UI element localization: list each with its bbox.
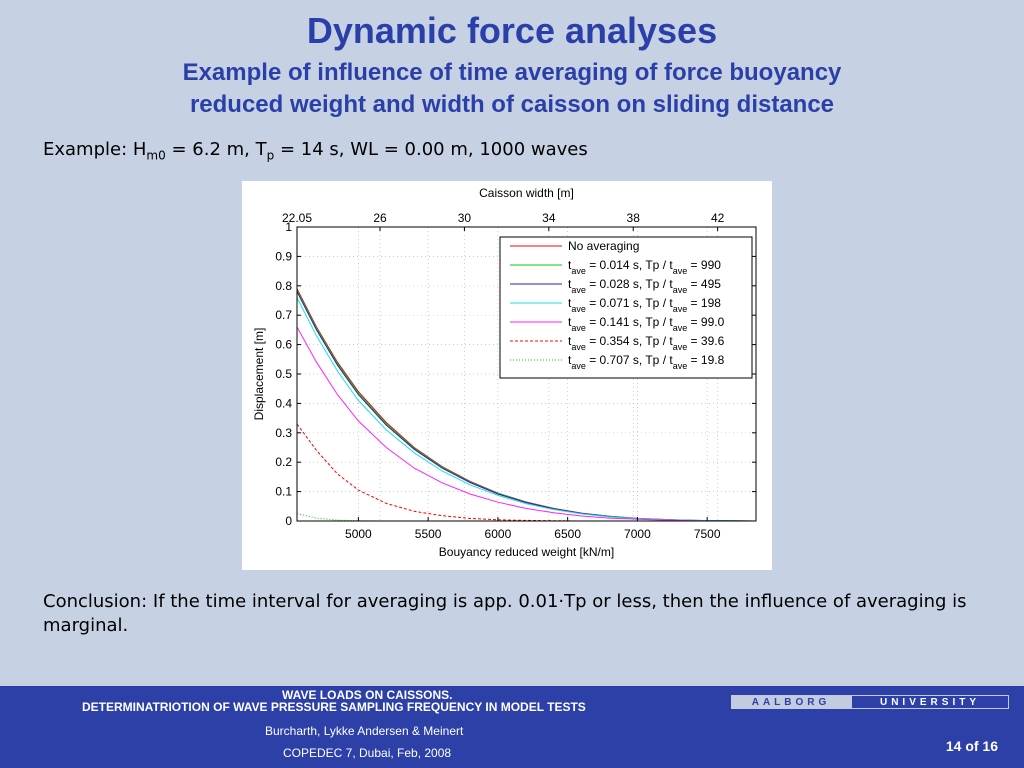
top-x-tick-label: 26 — [373, 211, 387, 225]
legend-part: ave — [571, 304, 586, 314]
legend-label-6: tave = 0.707 s, Tp / tave = 19.8 — [568, 353, 725, 371]
top-x-tick-label: 30 — [458, 211, 472, 225]
legend-part: ave — [673, 323, 688, 333]
conclusion-text: Conclusion: If the time interval for ave… — [43, 591, 967, 636]
legend-label-4: tave = 0.141 s, Tp / tave = 99.0 — [568, 315, 725, 333]
logo-part-university: UNIVERSITY — [851, 695, 1009, 709]
example-sub-tp: p — [266, 148, 275, 163]
x-tick-label: 5000 — [345, 527, 372, 541]
legend-part: t — [568, 277, 572, 291]
y-tick-label: 0.4 — [275, 396, 292, 410]
x-tick-label: 6500 — [554, 527, 581, 541]
legend-part: t — [568, 258, 572, 272]
legend-part: ave — [673, 361, 688, 371]
y-tick-label: 0.8 — [275, 279, 292, 293]
legend-part: = 0.141 s, Tp / t — [586, 315, 673, 329]
page-number: 14 of 16 — [945, 738, 998, 754]
legend-part: = 495 — [687, 277, 721, 291]
footer-authors: Burcharth, Lykke Andersen & Meinert — [265, 724, 464, 738]
footer-conference: COPEDEC 7, Dubai, Feb, 2008 — [283, 746, 452, 760]
legend-part: ave — [571, 342, 586, 352]
legend-part: ave — [571, 361, 586, 371]
legend-part: t — [568, 296, 572, 310]
legend-part: ave — [571, 323, 586, 333]
y-tick-label: 1 — [285, 220, 292, 234]
y-tick-label: 0.7 — [275, 308, 292, 322]
slide-title: Dynamic force analyses — [306, 10, 718, 51]
x-axis-label: Bouyancy reduced weight [kN/m] — [439, 545, 614, 559]
legend-part: t — [568, 334, 572, 348]
y-axis-label: Displacement [m] — [252, 328, 266, 421]
chart-container: 0 0.1 0.2 0.3 0.4 0.5 0.6 0.7 0.8 0.9 1 5000 5500 600… — [242, 181, 772, 570]
y-tick-label: 0.5 — [275, 367, 292, 381]
example-sub-hm0: m0 — [146, 148, 166, 163]
top-x-tick-label: 38 — [627, 211, 641, 225]
legend-part: = 0.071 s, Tp / t — [586, 296, 673, 310]
series-line-4 — [296, 326, 756, 522]
legend-part: ave — [571, 266, 586, 276]
x-tick-label: 7000 — [624, 527, 651, 541]
x-tick-label: 7500 — [694, 527, 721, 541]
example-suffix: = 14 s, WL = 0.00 m, 1000 waves — [274, 139, 588, 160]
legend-part: = 0.028 s, Tp / t — [586, 277, 673, 291]
top-x-tick-label: 34 — [542, 211, 556, 225]
example-mid: = 6.2 m, T — [165, 139, 267, 160]
aalborg-university-logo: AALBORG UNIVERSITY — [731, 695, 1009, 709]
legend-part: = 990 — [687, 258, 721, 272]
example-parameters: Example: Hm0 = 6.2 m, Tp = 14 s, WL = 0.… — [43, 139, 588, 163]
legend-label-1: tave = 0.014 s, Tp / tave = 990 — [568, 258, 721, 276]
legend-label-2: tave = 0.028 s, Tp / tave = 495 — [568, 277, 721, 295]
legend-part: ave — [673, 342, 688, 352]
legend-part: = 39.6 — [687, 334, 724, 348]
displacement-chart: 0 0.1 0.2 0.3 0.4 0.5 0.6 0.7 0.8 0.9 1 5000 5500 600… — [252, 186, 757, 559]
logo-part-aalborg: AALBORG — [731, 695, 851, 709]
slide-subtitle-line2: reduced weight and width of caisson on s… — [189, 91, 835, 118]
y-tick-label: 0.2 — [275, 455, 292, 469]
legend-part: = 19.8 — [687, 353, 724, 367]
legend-part: t — [568, 353, 572, 367]
legend-part: = 0.014 s, Tp / t — [586, 258, 673, 272]
slide-subtitle-line1: Example of influence of time averaging o… — [182, 59, 842, 86]
legend-part: ave — [571, 285, 586, 295]
y-tick-label: 0.3 — [275, 426, 292, 440]
legend-label-3: tave = 0.071 s, Tp / tave = 198 — [568, 296, 721, 314]
x-tick-label: 6000 — [485, 527, 512, 541]
y-tick-label: 0 — [285, 514, 292, 528]
legend-part: = 198 — [687, 296, 721, 310]
legend-box — [499, 236, 753, 379]
legend-label-5: tave = 0.354 s, Tp / tave = 39.6 — [568, 334, 725, 352]
legend-part: ave — [673, 266, 688, 276]
top-x-tick-label: 42 — [711, 211, 725, 225]
y-tick-label: 0.9 — [275, 249, 292, 263]
footer-line1: WAVE LOADS ON CAISSONS. — [282, 688, 453, 702]
legend-part: t — [568, 315, 572, 329]
x-tick-label: 5500 — [415, 527, 442, 541]
example-prefix: Example: H — [43, 139, 147, 160]
y-tick-label: 0.6 — [275, 338, 292, 352]
legend-part: ave — [673, 304, 688, 314]
legend-part: = 99.0 — [687, 315, 724, 329]
footer-bar: WAVE LOADS ON CAISSONS. DETERMINATRIOTIO… — [0, 686, 1024, 768]
legend-part: ave — [673, 285, 688, 295]
legend-part: = 0.707 s, Tp / t — [586, 353, 673, 367]
top-x-tick-label: 22.05 — [282, 211, 312, 225]
y-tick-label: 0.1 — [275, 485, 292, 499]
top-x-axis-label: Caisson width [m] — [479, 186, 574, 200]
legend-part: = 0.354 s, Tp / t — [586, 334, 673, 348]
legend-label-0: No averaging — [568, 239, 639, 253]
footer-line2: DETERMINATRIOTION OF WAVE PRESSURE SAMPL… — [82, 700, 586, 714]
